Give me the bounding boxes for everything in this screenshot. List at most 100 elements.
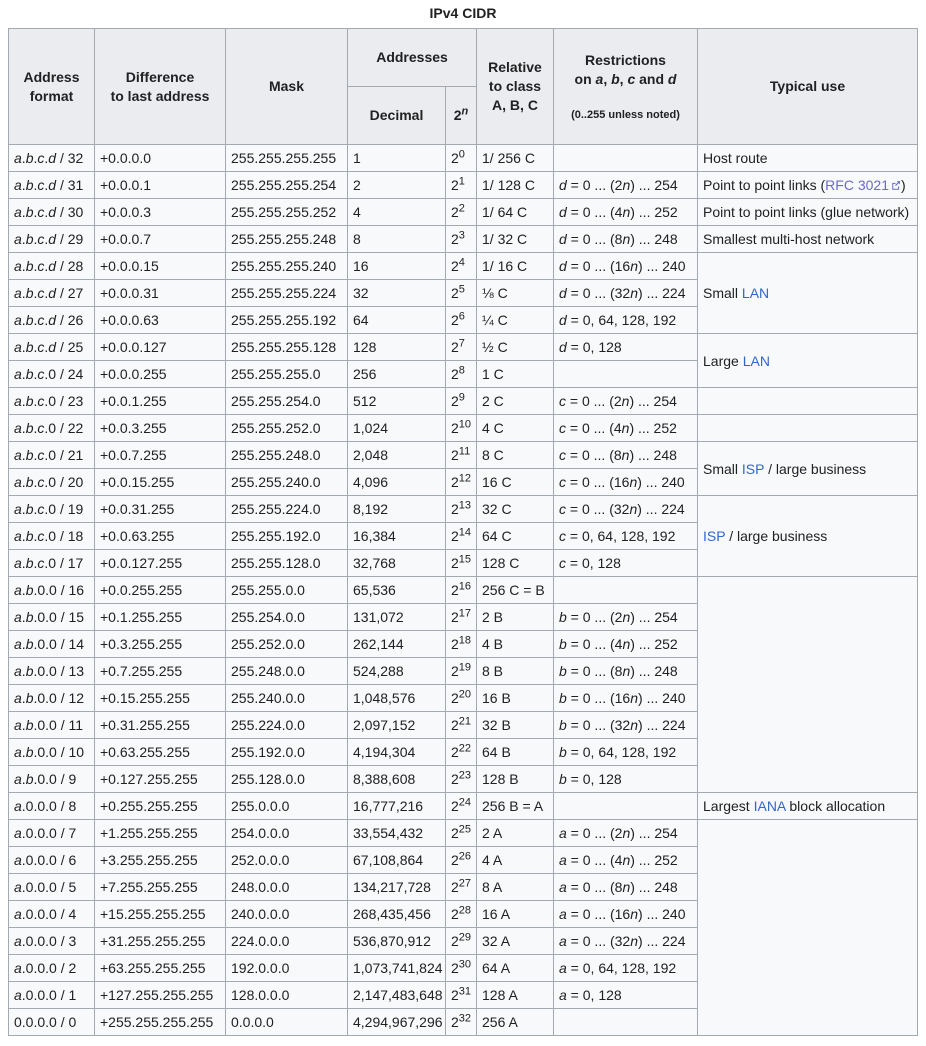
- restriction-cell: b = 0 ... (32n) ... 224: [553, 711, 698, 739]
- relative-class-cell: 4 C: [476, 414, 554, 442]
- typical-use-cell: Point to point links (RFC 3021): [697, 171, 918, 199]
- difference-cell: +0.0.0.31: [94, 279, 226, 307]
- difference-cell: +15.255.255.255: [94, 900, 226, 928]
- address-format-cell: a.b.0.0 / 11: [8, 711, 95, 739]
- mask-cell: 248.0.0.0: [225, 873, 348, 901]
- mask-cell: 240.0.0.0: [225, 900, 348, 928]
- col-header-decimal: Decimal: [347, 86, 446, 145]
- decimal-cell: 32: [347, 279, 446, 307]
- power-cell: 210: [445, 414, 477, 442]
- decimal-cell: 16,777,216: [347, 792, 446, 820]
- table-row: a.0.0.0 / 8 +0.255.255.255 255.0.0.0 16,777…: [8, 792, 918, 820]
- address-format-cell: a.b.c.d / 25: [8, 333, 95, 361]
- table-row: a.b.c.d / 31 +0.0.0.1 255.255.255.254 2 21 1/…: [8, 171, 918, 199]
- relative-class-cell: 128 B: [476, 765, 554, 793]
- mask-cell: 255.255.224.0: [225, 495, 348, 523]
- power-cell: 221: [445, 711, 477, 739]
- restriction-cell: b = 0, 128: [553, 765, 698, 793]
- difference-cell: +127.255.255.255: [94, 981, 226, 1009]
- relative-class-cell: 256 B = A: [476, 792, 554, 820]
- relative-class-cell: 2 C: [476, 387, 554, 415]
- mask-cell: 255.255.240.0: [225, 468, 348, 496]
- power-cell: 28: [445, 360, 477, 388]
- mask-cell: 255.255.248.0: [225, 441, 348, 469]
- isp-link[interactable]: ISP: [703, 528, 726, 544]
- relative-class-cell: 2 B: [476, 603, 554, 631]
- lan-link[interactable]: LAN: [741, 285, 770, 301]
- address-format-cell: a.b.c.0 / 19: [8, 495, 95, 523]
- col-header-address-format-label: Address format: [23, 68, 80, 104]
- decimal-cell: 1,073,741,824: [347, 954, 446, 982]
- restriction-cell: d = 0 ... (4n) ... 252: [553, 198, 698, 226]
- difference-cell: +0.0.3.255: [94, 414, 226, 442]
- mask-cell: 255.254.0.0: [225, 603, 348, 631]
- relative-class-cell: 1/ 16 C: [476, 252, 554, 280]
- relative-class-cell: 256 A: [476, 1008, 554, 1036]
- col-header-mask: Mask: [225, 28, 348, 145]
- restriction-cell: d = 0 ... (32n) ... 224: [553, 279, 698, 307]
- restriction-cell: c = 0, 128: [553, 549, 698, 577]
- power-cell: 219: [445, 657, 477, 685]
- difference-cell: +7.255.255.255: [94, 873, 226, 901]
- typical-use-cell: [697, 414, 918, 442]
- decimal-cell: 1,048,576: [347, 684, 446, 712]
- address-format-cell: a.0.0.0 / 2: [8, 954, 95, 982]
- col-header-power-exp: n: [461, 105, 469, 118]
- col-header-restrictions: Restrictions on a, b, c and d (0..255 un…: [553, 28, 698, 145]
- decimal-cell: 536,870,912: [347, 927, 446, 955]
- decimal-cell: 65,536: [347, 576, 446, 604]
- restriction-cell: b = 0 ... (2n) ... 254: [553, 603, 698, 631]
- col-header-difference: Difference to last address: [94, 28, 226, 145]
- mask-cell: 255.255.192.0: [225, 522, 348, 550]
- relative-class-cell: 64 B: [476, 738, 554, 766]
- table-row: a.b.c.0 / 21 +0.0.7.255 255.255.248.0 2,048…: [8, 441, 918, 496]
- power-cell: 225: [445, 819, 477, 847]
- difference-cell: +0.63.255.255: [94, 738, 226, 766]
- table-row: a.b.c.0 / 20 +0.0.15.255 255.255.240.0 4,09…: [8, 468, 918, 496]
- isp-link[interactable]: ISP: [741, 460, 765, 477]
- relative-class-cell: 16 A: [476, 900, 554, 928]
- address-format-cell: a.b.0.0 / 12: [8, 684, 95, 712]
- power-cell: 22: [445, 198, 477, 226]
- address-format-cell: a.0.0.0 / 3: [8, 927, 95, 955]
- decimal-cell: 524,288: [347, 657, 446, 685]
- decimal-cell: 64: [347, 306, 446, 334]
- mask-cell: 255.255.254.0: [225, 387, 348, 415]
- decimal-cell: 4,194,304: [347, 738, 446, 766]
- table-row: a.b.c.d / 28 +0.0.0.15 255.255.255.240 16 24…: [8, 252, 918, 334]
- restriction-cell: a = 0, 128: [553, 981, 698, 1009]
- power-cell: 226: [445, 846, 477, 874]
- rfc-3021-link[interactable]: RFC 3021: [825, 177, 889, 193]
- power-cell: 29: [445, 387, 477, 415]
- address-format-cell: 0.0.0.0 / 0: [8, 1008, 95, 1036]
- typical-use-cell: [697, 819, 918, 1036]
- mask-cell: 255.255.0.0: [225, 576, 348, 604]
- table-row: a.b.c.0 / 23 +0.0.1.255 255.255.254.0 512 29…: [8, 387, 918, 415]
- restriction-cell: a = 0 ... (8n) ... 248: [553, 873, 698, 901]
- address-format-cell: a.0.0.0 / 1: [8, 981, 95, 1009]
- power-cell: 21: [445, 171, 477, 199]
- col-header-address-format: Address format: [8, 28, 95, 145]
- address-format-cell: a.b.c.0 / 18: [8, 522, 95, 550]
- col-header-typical-use: Typical use: [697, 28, 918, 145]
- col-header-addresses-label: Addresses: [376, 49, 448, 65]
- mask-cell: 255.224.0.0: [225, 711, 348, 739]
- power-cell: 229: [445, 927, 477, 955]
- mask-cell: 255.252.0.0: [225, 630, 348, 658]
- iana-link[interactable]: IANA: [753, 798, 786, 814]
- table-row: a.b.c.d / 32 +0.0.0.0 255.255.255.255 1 20 1/…: [8, 144, 918, 172]
- typical-use-cell: [697, 387, 918, 415]
- table-row: a.b.c.d / 27 +0.0.0.31 255.255.255.224 32 25…: [8, 279, 918, 307]
- lan-link[interactable]: LAN: [742, 352, 770, 369]
- address-format-cell: a.0.0.0 / 7: [8, 819, 95, 847]
- address-format-cell: a.b.0.0 / 15: [8, 603, 95, 631]
- difference-cell: +0.0.255.255: [94, 576, 226, 604]
- relative-class-cell: 32 B: [476, 711, 554, 739]
- typical-use-cell: Small LAN: [697, 252, 918, 334]
- table-row: a.b.c.0 / 22 +0.0.3.255 255.255.252.0 1,024…: [8, 414, 918, 442]
- restriction-cell: [553, 144, 698, 172]
- relative-class-cell: 1/ 32 C: [476, 225, 554, 253]
- restriction-cell: a = 0, 64, 128, 192: [553, 954, 698, 982]
- mask-cell: 255.248.0.0: [225, 657, 348, 685]
- relative-class-cell: 16 B: [476, 684, 554, 712]
